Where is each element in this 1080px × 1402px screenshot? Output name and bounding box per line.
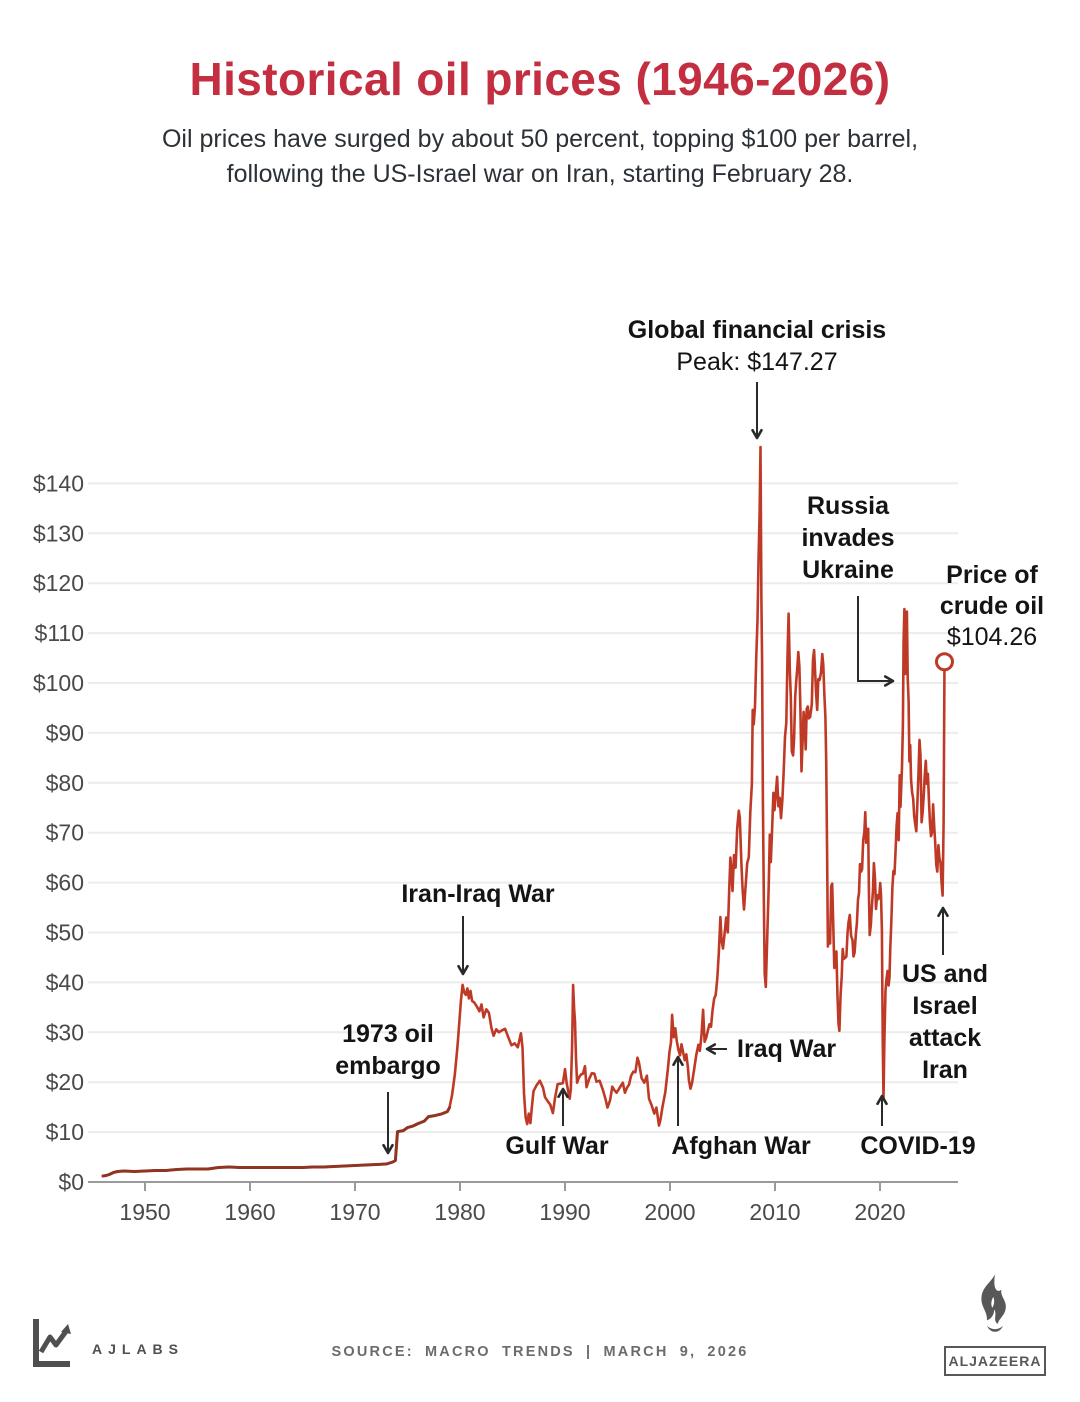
- page-title: Historical oil prices (1946-2026): [189, 53, 891, 105]
- x-axis-label: 1970: [329, 1199, 380, 1225]
- y-axis-label: $50: [46, 920, 84, 946]
- y-axis-label: $20: [46, 1069, 84, 1095]
- subtitle-line-1: Oil prices have surged by about 50 perce…: [161, 125, 919, 153]
- subtitle: Oil prices have surged by about 50 perce…: [40, 122, 1040, 192]
- annotation-arrowhead-iran_iraq: [457, 964, 469, 976]
- annotation-arrowhead-gulf: [557, 1087, 569, 1099]
- source-text: SOURCE: MACRO TRENDS | MARCH 9, 2026: [331, 1344, 749, 1360]
- x-axis-label: 2000: [644, 1199, 695, 1225]
- aljazeera-flame-icon: [981, 1274, 1006, 1332]
- y-axis-label: $30: [46, 1019, 84, 1045]
- ajlabs-logo: AJLABS: [30, 1316, 184, 1370]
- annotation-arrowhead-gfc: [751, 428, 763, 440]
- x-axis-label: 1960: [224, 1199, 275, 1225]
- annotation-arrowhead-afghan: [672, 1055, 684, 1067]
- chart-line-icon: [33, 1319, 71, 1367]
- oil-price-chart: $0 $10 $20 $30 $40 $50 $60 $70 $80 $90 $100 $110 $12…: [0, 52, 1080, 1402]
- annotation-arrowhead-embargo: [382, 1143, 394, 1155]
- x-axis-label: 1980: [434, 1199, 485, 1225]
- y-axis-label: $110: [35, 620, 84, 646]
- latest-price-marker: [934, 652, 954, 672]
- y-axis-label: $130: [33, 520, 84, 546]
- x-axis-label: 2020: [854, 1199, 905, 1225]
- annotation-arrowhead-iraq_war: [705, 1043, 717, 1055]
- annotation-arrowhead-us_israel: [937, 906, 949, 918]
- aljazeera-logo: ALJAZEERA: [944, 1272, 1046, 1376]
- annotation-arrowhead-covid: [876, 1094, 888, 1106]
- y-axis-label: $140: [33, 470, 84, 496]
- y-axis-label: $100: [33, 670, 84, 696]
- y-axis-label: $120: [33, 570, 84, 596]
- price-line: [101, 445, 946, 1178]
- x-axis-label: 1950: [119, 1199, 170, 1225]
- chart-canvas: $0 $10 $20 $30 $40 $50 $60 $70 $80 $90 $100 $110 $12…: [33, 382, 958, 1225]
- annotation-arrow-russia: [857, 596, 893, 682]
- y-axis-label: $60: [46, 870, 84, 896]
- y-axis-label: $0: [58, 1169, 84, 1195]
- annotation-arrowhead-russia: [883, 675, 895, 687]
- subtitle-line-2: following the US-Israel war on Iran, sta…: [226, 160, 854, 188]
- aljazeera-wordmark: ALJAZEERA: [944, 1346, 1046, 1376]
- price-line-early: [101, 1106, 451, 1178]
- y-axis-label: $40: [46, 969, 84, 995]
- y-axis-label: $70: [46, 820, 84, 846]
- x-axis-label: 1990: [539, 1199, 590, 1225]
- y-axis-label: $90: [46, 720, 84, 746]
- y-axis-label: $80: [46, 770, 84, 796]
- x-axis-label: 2010: [749, 1199, 800, 1225]
- y-axis-label: $10: [46, 1119, 84, 1145]
